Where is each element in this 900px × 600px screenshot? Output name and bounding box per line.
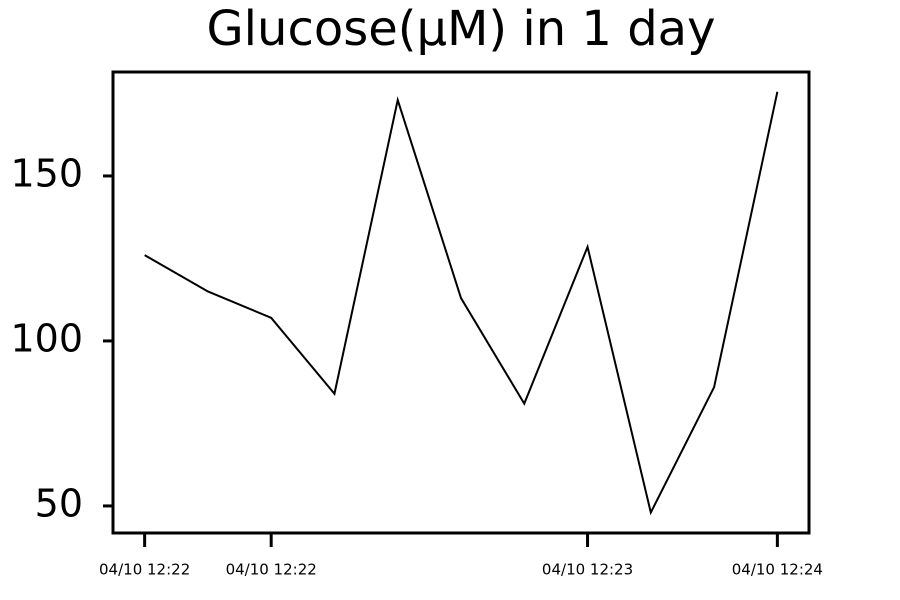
y-tick-label: 100: [10, 316, 83, 360]
chart-title: Glucose(µM) in 1 day: [206, 1, 715, 57]
plot-frame: [111, 70, 811, 535]
x-tick-label: 04/10 12:22: [99, 561, 190, 579]
data-line: [144, 91, 779, 516]
y-tick-label: 150: [10, 151, 83, 195]
x-tick-label: 04/10 12:23: [542, 561, 633, 579]
x-tick-label: 04/10 12:24: [732, 561, 823, 579]
x-tick-label: 04/10 12:22: [226, 561, 317, 579]
y-tick-label: 50: [35, 481, 83, 525]
